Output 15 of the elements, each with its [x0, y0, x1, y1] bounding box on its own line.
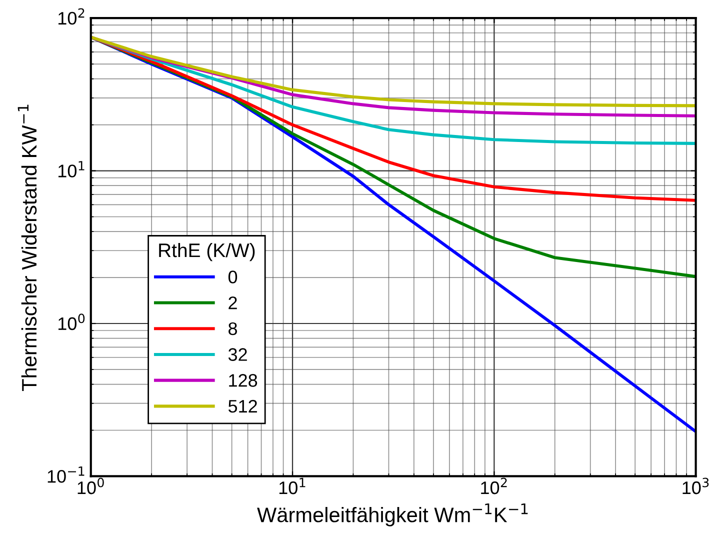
x-tick-label: 10$^{3}$ [682, 478, 709, 494]
legend-label: 32 [228, 348, 247, 361]
legend-label: 0 [228, 270, 238, 284]
y-axis-title: Thermischer Widerstand KW$^{−1}$ [18, 104, 37, 391]
y-tick-label: 10$^{0}$ [58, 314, 85, 330]
y-tick-label: 10$^{2}$ [58, 8, 84, 25]
legend-label: 512 [228, 400, 257, 413]
x-axis-title: Wärmeleitfähigkeit Wm$^{−1}$K$^{−1}$ [257, 503, 528, 526]
y-tick-label: 10$^{1}$ [58, 161, 84, 178]
legend-label: 8 [228, 322, 237, 336]
x-tick-label: 10$^{1}$ [279, 478, 306, 494]
legend-label: 2 [228, 296, 237, 310]
legend-label: 128 [229, 374, 258, 387]
x-tick-label: 10$^{2}$ [481, 478, 507, 494]
legend-title: RthE (K/W) [159, 242, 255, 262]
